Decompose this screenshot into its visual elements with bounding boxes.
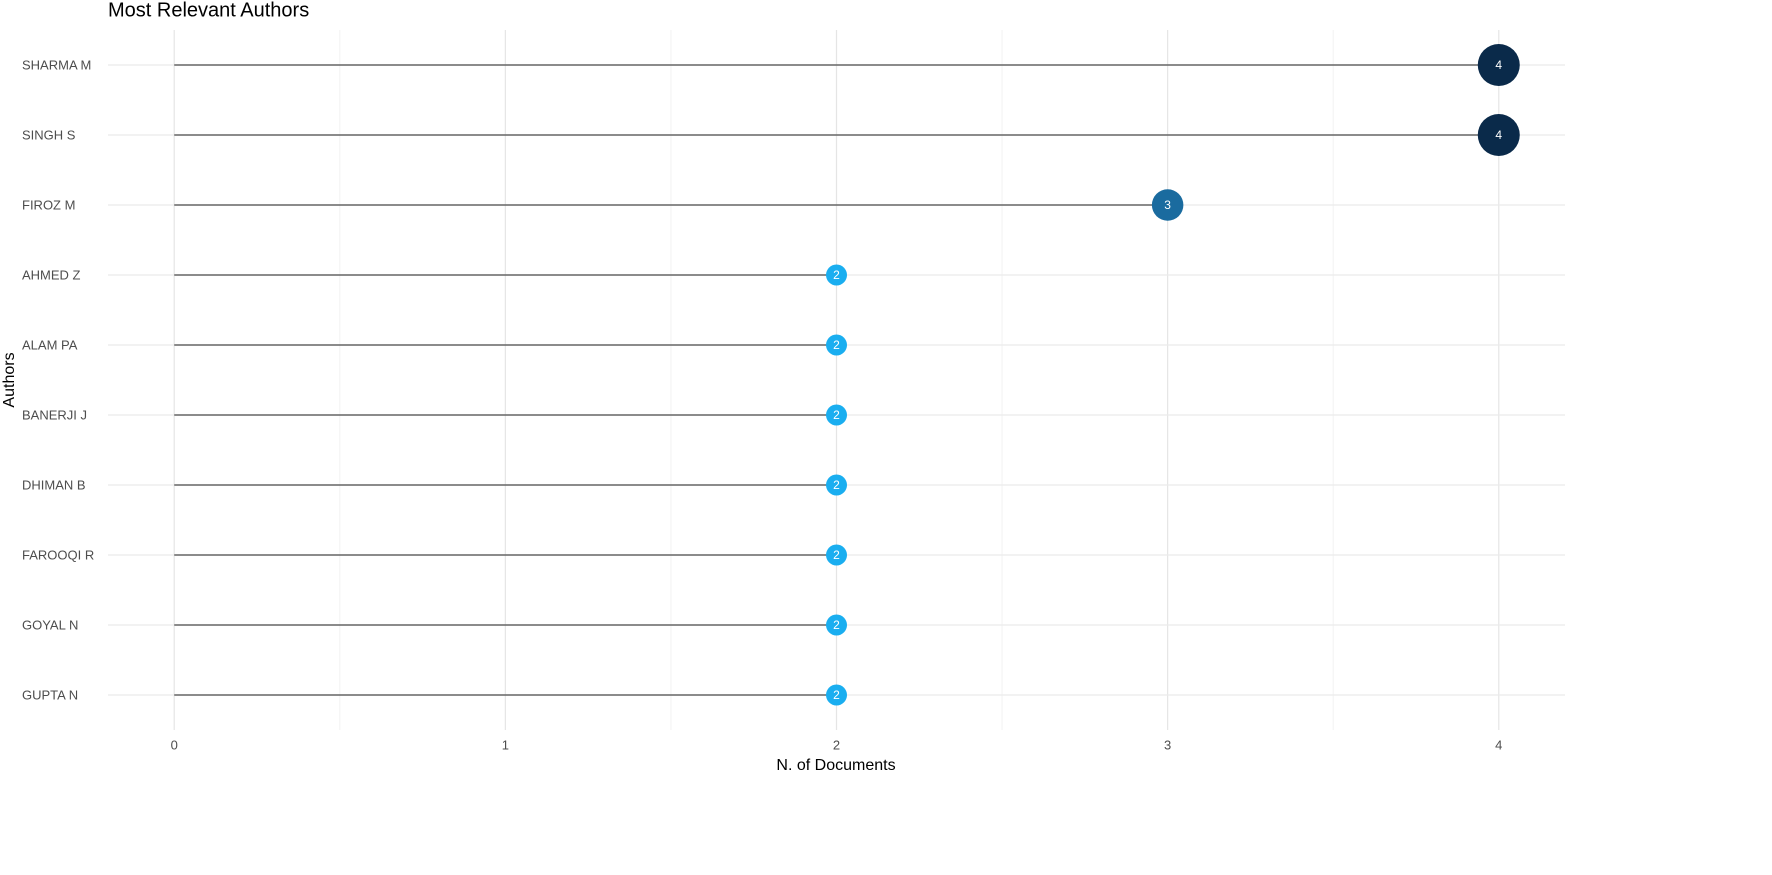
point <box>1477 44 1520 86</box>
y-tick-label: SINGH S <box>22 127 76 142</box>
x-tick-label: 2 <box>833 737 840 752</box>
point <box>826 334 847 356</box>
point <box>826 614 847 636</box>
y-tick-label: AHMED Z <box>22 267 81 282</box>
point-label: 2 <box>833 688 840 702</box>
point-label: 2 <box>833 618 840 632</box>
point-label: 4 <box>1495 58 1502 72</box>
point <box>826 404 847 426</box>
point-label: 2 <box>833 338 840 352</box>
x-tick-label: 4 <box>1495 737 1502 752</box>
y-axis-title: Authors <box>1 352 18 407</box>
x-tick-label: 3 <box>1164 737 1171 752</box>
point-label: 2 <box>833 268 840 282</box>
y-tick-label: FAROOQI R <box>22 547 94 562</box>
point <box>1477 114 1520 156</box>
point-label: 2 <box>833 548 840 562</box>
x-tick-label: 0 <box>171 737 178 752</box>
chart-title: Most Relevant Authors <box>108 0 309 21</box>
point <box>826 544 847 566</box>
y-tick-label: GUPTA N <box>22 687 78 702</box>
point <box>1151 189 1184 221</box>
point <box>826 264 847 286</box>
point-label: 2 <box>833 478 840 492</box>
x-axis-title: N. of Documents <box>776 757 895 774</box>
point-label: 4 <box>1495 128 1502 142</box>
point <box>826 684 847 706</box>
y-tick-label: SHARMA M <box>22 57 91 72</box>
point-label: 2 <box>833 408 840 422</box>
x-tick-label: 1 <box>502 737 509 752</box>
point <box>826 474 847 496</box>
y-tick-label: FIROZ M <box>22 197 75 212</box>
point-label: 3 <box>1164 198 1171 212</box>
y-tick-label: GOYAL N <box>22 617 78 632</box>
y-tick-label: DHIMAN B <box>22 477 86 492</box>
y-tick-label: BANERJI J <box>22 407 87 422</box>
y-tick-label: ALAM PA <box>22 337 78 352</box>
